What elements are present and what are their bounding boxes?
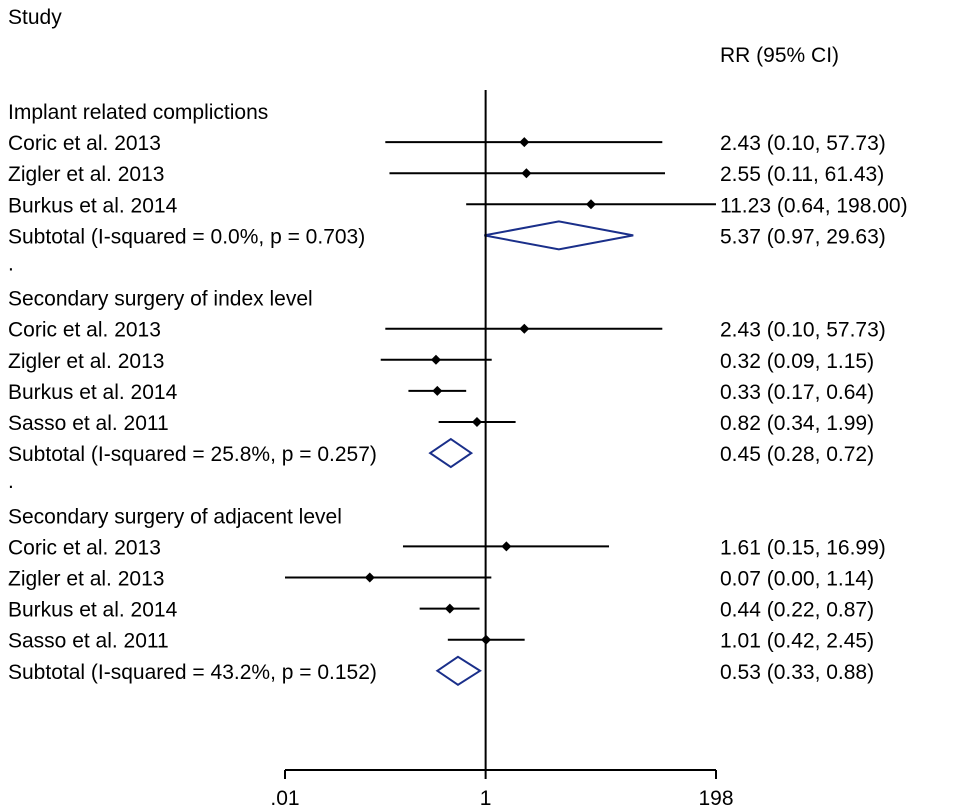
point-estimate-marker — [519, 323, 530, 334]
study-label: Coric et al. 2013 — [8, 132, 161, 155]
subtotal-diamond — [435, 655, 482, 686]
study-label: Sasso et al. 2011 — [8, 630, 169, 653]
point-estimate-marker — [519, 137, 530, 148]
effect-estimate-label: 2.43 (0.10, 57.73) — [720, 319, 886, 342]
study-label: Coric et al. 2013 — [8, 319, 161, 342]
study-column-header: Study — [8, 6, 62, 29]
x-axis-tick-label: 198 — [698, 787, 733, 810]
study-label: Burkus et al. 2014 — [8, 194, 178, 217]
effect-estimate-label: 2.55 (0.11, 61.43) — [720, 163, 884, 186]
study-label: Zigler et al. 2013 — [8, 350, 164, 373]
group-separator: . — [8, 253, 14, 276]
x-axis-tick-label: 1 — [480, 787, 492, 810]
effect-estimate-label: 0.82 (0.34, 1.99) — [720, 412, 874, 435]
group-heading: Secondary surgery of adjacent level — [8, 505, 342, 528]
subtotal-estimate-label: 5.37 (0.97, 29.63) — [720, 225, 886, 248]
point-estimate-marker — [432, 385, 443, 396]
group-heading: Secondary surgery of index level — [8, 288, 313, 311]
point-estimate-marker — [521, 168, 532, 179]
subtotal-label: Subtotal (I-squared = 25.8%, p = 0.257) — [8, 443, 377, 466]
subtotal-diamond — [484, 220, 634, 251]
study-label: Coric et al. 2013 — [8, 536, 161, 559]
effect-estimate-label: 11.23 (0.64, 198.00) — [720, 194, 908, 217]
effect-estimate-label: 1.61 (0.15, 16.99) — [720, 536, 886, 559]
effect-estimate-label: 0.44 (0.22, 0.87) — [720, 599, 874, 622]
point-estimate-marker — [501, 541, 512, 552]
effect-estimate-label: 0.07 (0.00, 1.14) — [720, 568, 874, 591]
subtotal-label: Subtotal (I-squared = 0.0%, p = 0.703) — [8, 225, 365, 248]
point-estimate-marker — [430, 354, 441, 365]
effect-column-header: RR (95% CI) — [720, 44, 839, 67]
subtotal-estimate-label: 0.53 (0.33, 0.88) — [720, 661, 874, 684]
point-estimate-marker — [444, 603, 455, 614]
study-label: Zigler et al. 2013 — [8, 163, 164, 186]
point-estimate-marker — [364, 572, 375, 583]
effect-estimate-label: 2.43 (0.10, 57.73) — [720, 132, 886, 155]
study-label: Burkus et al. 2014 — [8, 599, 178, 622]
x-axis-tick-label: .01 — [270, 787, 299, 810]
effect-estimate-label: 0.33 (0.17, 0.64) — [720, 381, 874, 404]
subtotal-diamond — [428, 437, 474, 469]
point-estimate-marker — [585, 199, 596, 210]
effect-estimate-label: 0.32 (0.09, 1.15) — [720, 350, 874, 373]
point-estimate-marker — [471, 417, 482, 427]
effect-estimate-label: 1.01 (0.42, 2.45) — [720, 630, 874, 653]
subtotal-label: Subtotal (I-squared = 43.2%, p = 0.152) — [8, 661, 377, 684]
group-heading: Implant related complictions — [8, 101, 268, 124]
group-separator: . — [8, 470, 14, 493]
study-label: Sasso et al. 2011 — [8, 412, 169, 435]
study-label: Zigler et al. 2013 — [8, 568, 164, 591]
subtotal-estimate-label: 0.45 (0.28, 0.72) — [720, 443, 874, 466]
study-label: Burkus et al. 2014 — [8, 381, 178, 404]
